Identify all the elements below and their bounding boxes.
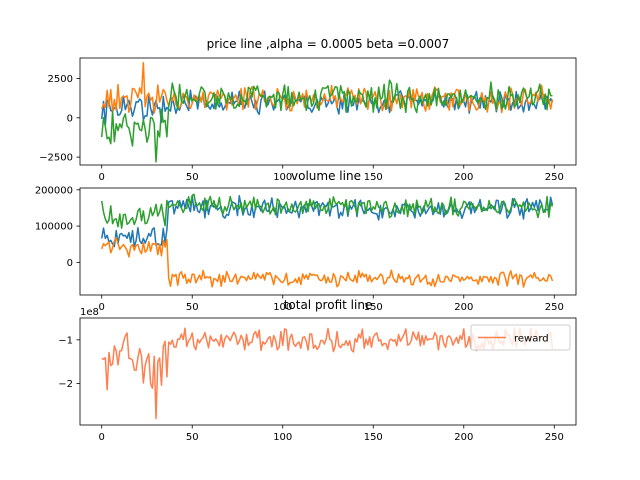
x-tick-label: 100 — [273, 172, 292, 183]
volume-line-plot-area — [100, 193, 554, 288]
y-offset-text: 1e8 — [80, 307, 99, 318]
x-tick-label: 50 — [186, 302, 199, 313]
volume-line-axes-frame — [79, 187, 577, 296]
y-tick-label: 200000 — [35, 185, 73, 196]
volume-line-series-line-3 — [100, 193, 554, 229]
x-tick-label: 150 — [364, 172, 383, 183]
price-line-series-line-1 — [100, 89, 554, 126]
price-line-plot-area — [100, 61, 554, 163]
legend-box — [470, 324, 571, 351]
x-tick-label: 200 — [454, 302, 473, 313]
y-tick-label: 0 — [67, 258, 73, 269]
x-tick-label: 250 — [545, 432, 564, 443]
y-tick-label: −2500 — [39, 153, 73, 164]
volume-line-title: volume line — [291, 169, 361, 183]
y-tick-label: 2500 — [48, 74, 73, 85]
y-tick-label: 100000 — [35, 222, 73, 233]
y-tick-label: −2 — [58, 379, 73, 390]
x-tick-label: 200 — [454, 172, 473, 183]
x-tick-label: 0 — [99, 432, 105, 443]
y-tick-label: −1 — [58, 335, 73, 346]
x-tick-label: 150 — [364, 302, 383, 313]
x-tick-label: 150 — [364, 432, 383, 443]
price-line-title: price line ,alpha = 0.0005 beta =0.0007 — [207, 37, 450, 51]
price-line-panel: 0 50 100 150 200 250 −2500 0 2500 price line ,alp… — [39, 37, 577, 183]
total-profit-line-title: total profit line — [284, 298, 373, 312]
x-tick-label: 100 — [273, 432, 292, 443]
y-tick-label: 0 — [67, 113, 73, 124]
legend: reward — [470, 324, 571, 351]
x-tick-label: 200 — [454, 432, 473, 443]
price-line-series-line-3 — [100, 79, 553, 163]
x-tick-label: 0 — [99, 302, 105, 313]
legend-entry-reward: reward — [514, 334, 549, 345]
x-tick-label: 0 — [99, 172, 105, 183]
total-profit-line-panel: 1e8 0 50 100 150 200 250 −2 −1 total profit line… — [58, 298, 577, 443]
price-line-axes-frame — [79, 57, 577, 166]
volume-line-panel: 0 50 100 150 200 250 0 100000 200000 volume line — [35, 169, 577, 313]
x-tick-label: 250 — [545, 172, 564, 183]
x-tick-label: 50 — [186, 172, 199, 183]
volume-line-series-line-2 — [101, 236, 554, 288]
total-profit-line-axes-frame — [79, 317, 577, 426]
x-tick-label: 100 — [273, 302, 292, 313]
x-tick-label: 250 — [545, 302, 564, 313]
x-tick-label: 50 — [186, 432, 199, 443]
